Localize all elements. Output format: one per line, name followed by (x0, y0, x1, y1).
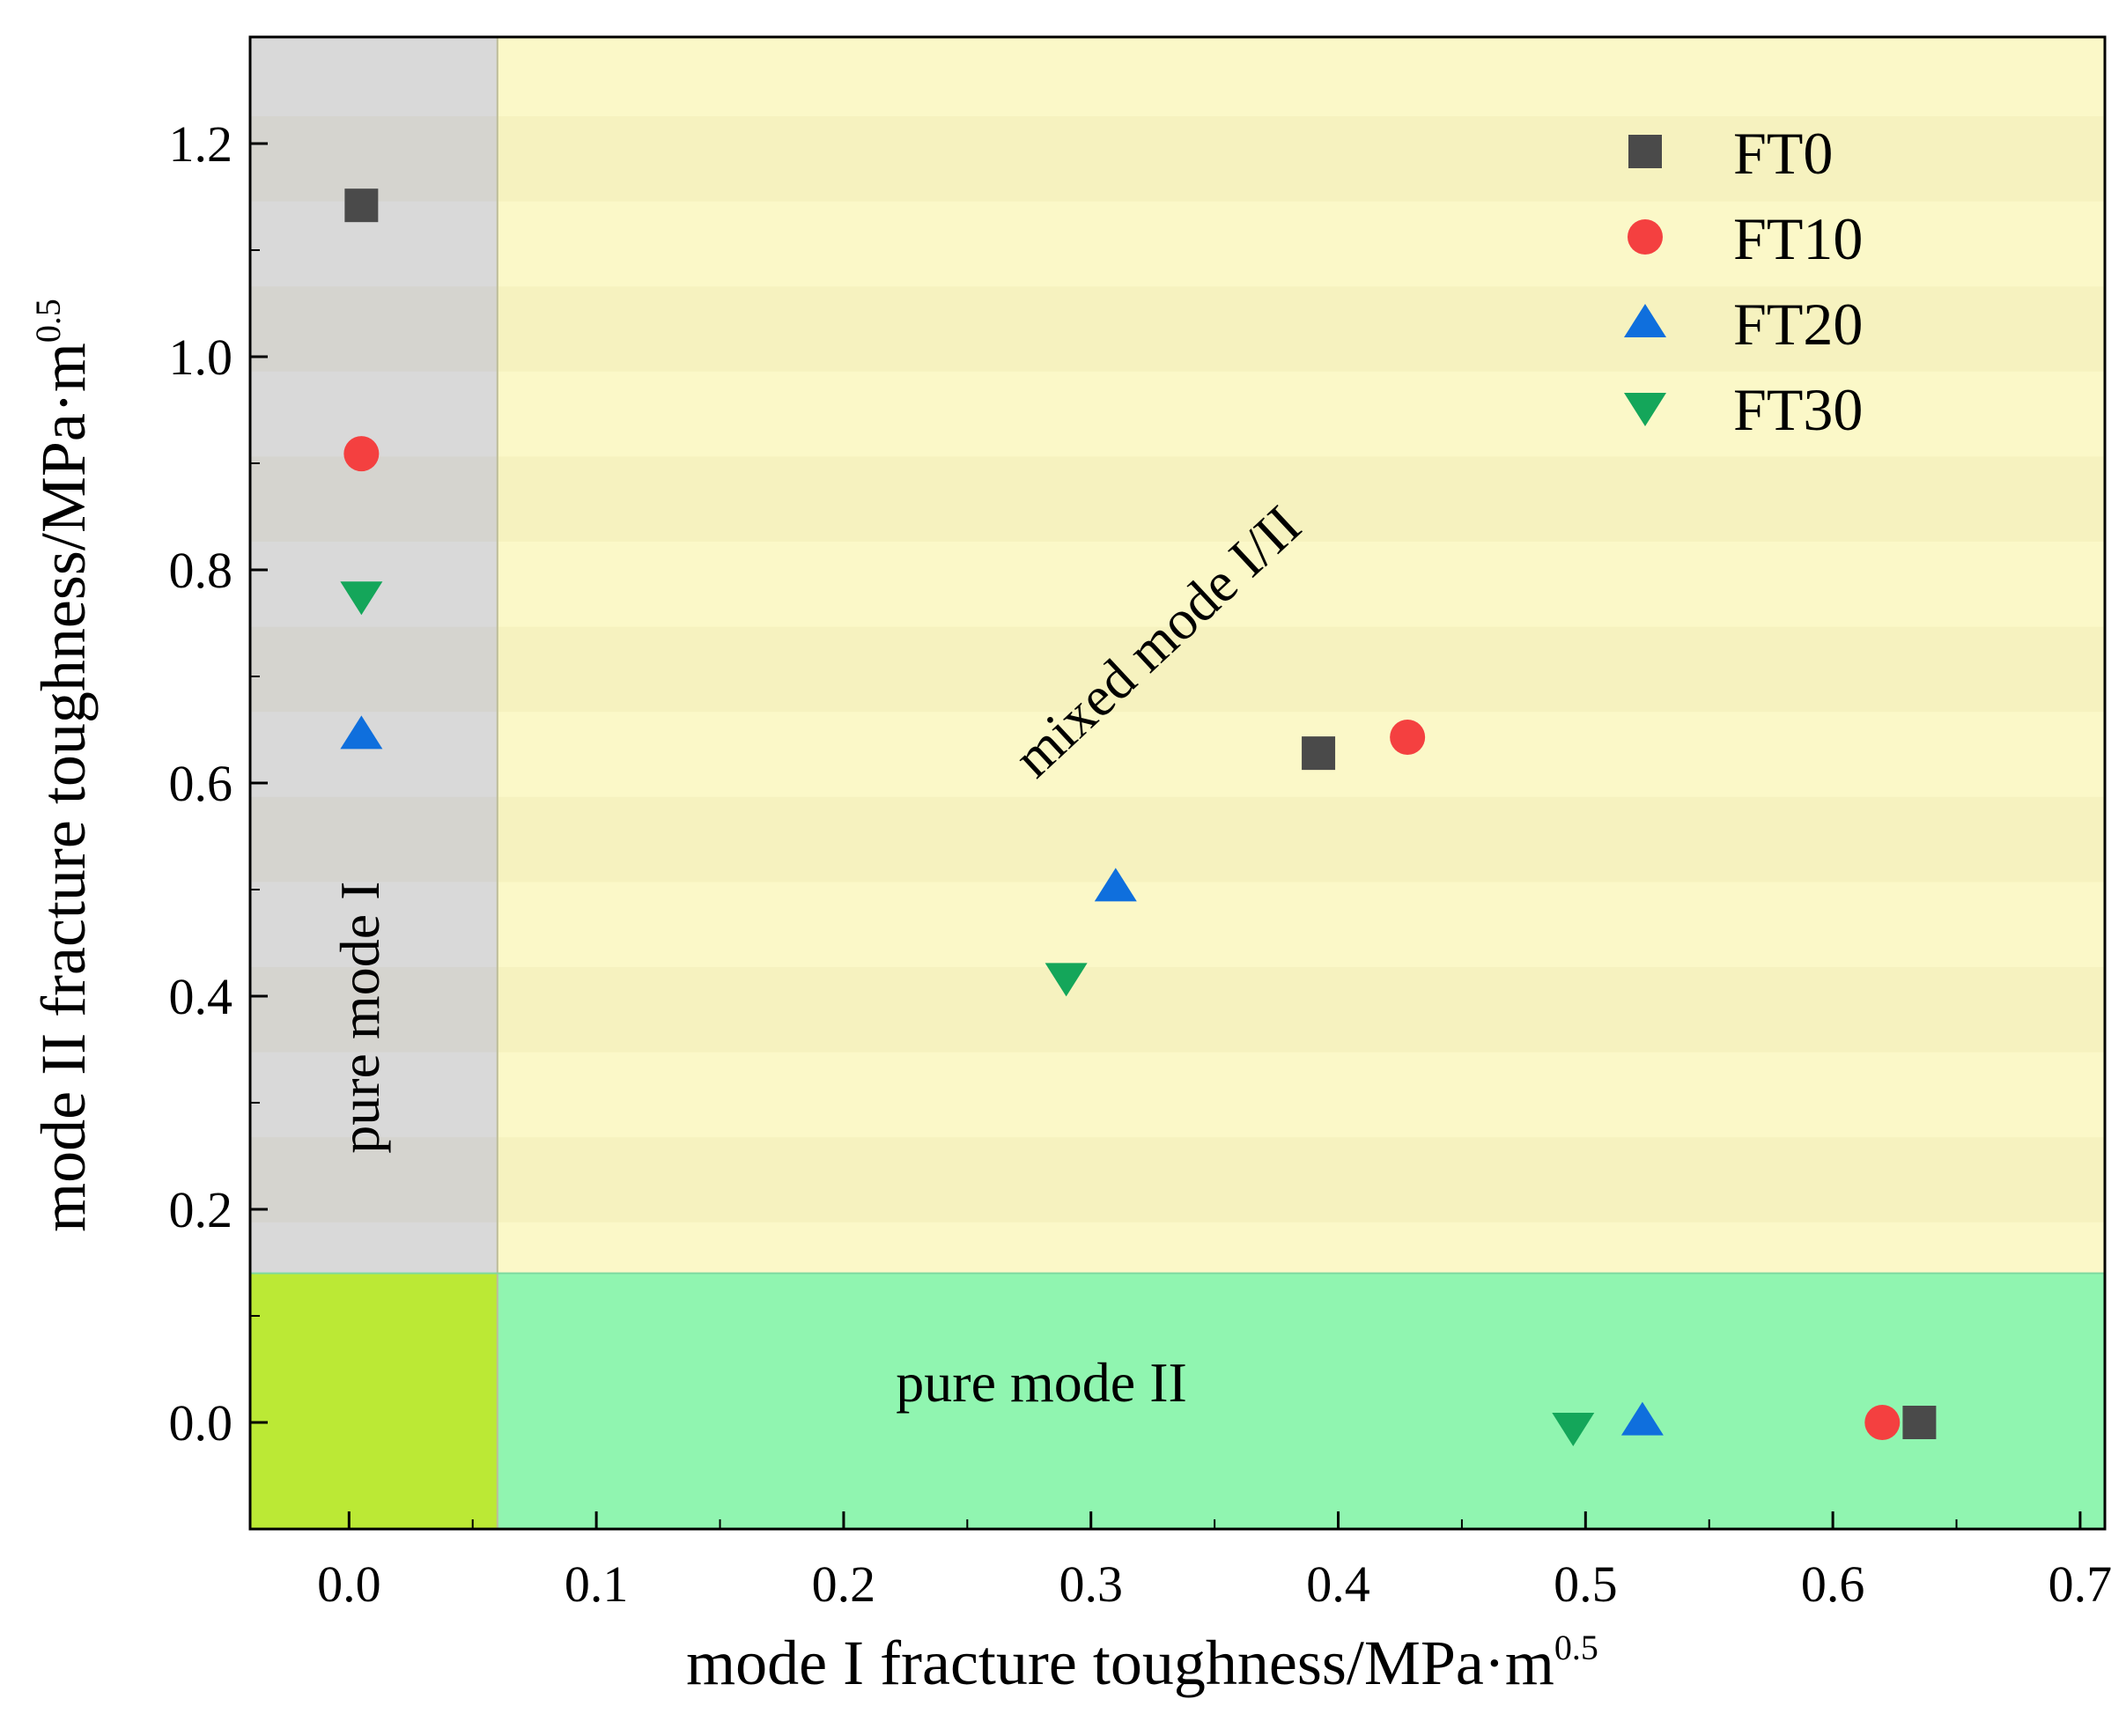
x-tick-label: 0.3 (1059, 1555, 1123, 1613)
x-tick-label: 0.7 (2048, 1555, 2113, 1613)
y-axis-title: mode II fracture toughness/MPa·m0.5 (28, 299, 99, 1232)
y-tick-label: 0.8 (169, 542, 233, 599)
x-tick-label: 0.4 (1306, 1555, 1370, 1613)
legend-label-ft10: FT10 (1733, 205, 1863, 272)
data-point-ft0 (1302, 736, 1336, 771)
x-axis-title: mode I fracture toughness/MPa·m0.5 (686, 1628, 1598, 1698)
legend-marker-ft20 (1624, 304, 1666, 337)
legend: FT0 FT10 FT20 FT30 (1624, 120, 1863, 443)
data-point-ft0 (344, 188, 379, 223)
band-stripe (250, 796, 2105, 883)
data-point-ft10 (1390, 719, 1426, 755)
region-3 (250, 1273, 498, 1529)
band-stripe (250, 626, 2105, 713)
data-point-ft20 (1620, 1401, 1664, 1436)
x-axis-title-sup: 0.5 (1554, 1628, 1598, 1667)
region-2 (497, 1273, 2105, 1529)
y-axis-title-text: mode II fracture toughness/MPa·m (28, 343, 99, 1232)
y-tick-label: 1.2 (169, 115, 233, 173)
y-tick-label: 0.2 (169, 1181, 233, 1238)
points-layer (340, 188, 1937, 1447)
band-stripe (250, 1137, 2105, 1223)
y-tick-label: 1.0 (169, 329, 233, 386)
data-point-ft10 (1864, 1405, 1901, 1440)
x-tick-label: 0.0 (317, 1555, 381, 1613)
region-1 (497, 37, 2105, 1274)
data-point-ft20 (1094, 868, 1137, 902)
legend-label-ft30: FT30 (1733, 376, 1863, 443)
region-label-pure-mode-I: pure mode I (328, 882, 391, 1154)
x-tick-label: 0.1 (565, 1555, 629, 1613)
data-point-ft30 (1045, 963, 1088, 997)
y-tick-label: 0.4 (169, 968, 233, 1025)
x-tick-label: 0.6 (1801, 1555, 1865, 1613)
data-point-ft30 (1552, 1413, 1595, 1447)
region-0 (250, 37, 498, 1274)
region-label-pure-mode-II: pure mode II (896, 1351, 1187, 1414)
x-axis-title-text: mode I fracture toughness/MPa·m (686, 1628, 1554, 1698)
y-tick-label: 0.6 (169, 755, 233, 812)
y-axis-title-sup: 0.5 (28, 299, 68, 343)
band-stripe (250, 286, 2105, 372)
band-stripe (250, 116, 2105, 202)
data-point-ft10 (343, 436, 380, 472)
legend-marker-ft10 (1628, 219, 1663, 255)
legend-label-ft0: FT0 (1733, 120, 1833, 187)
data-point-ft20 (340, 715, 383, 750)
y-tick-label: 0.0 (169, 1394, 233, 1452)
data-point-ft30 (340, 581, 383, 616)
band-stripe (250, 456, 2105, 542)
regions-layer (250, 37, 2105, 1529)
x-tick-label: 0.2 (812, 1555, 876, 1613)
stripes-layer (250, 37, 2105, 1529)
legend-marker-ft30 (1624, 393, 1666, 426)
legend-label-ft20: FT20 (1733, 291, 1863, 358)
x-tick-label: 0.5 (1554, 1555, 1618, 1613)
ticks-layer: 0.0 0.1 0.2 0.3 0.4 0.5 0.6 0.7 0.0 0.2 0.4 0.6 0.8 1… (169, 36, 2113, 1613)
data-point-ft0 (1902, 1406, 1937, 1439)
legend-marker-ft0 (1628, 135, 1662, 168)
band-stripe (250, 967, 2105, 1053)
